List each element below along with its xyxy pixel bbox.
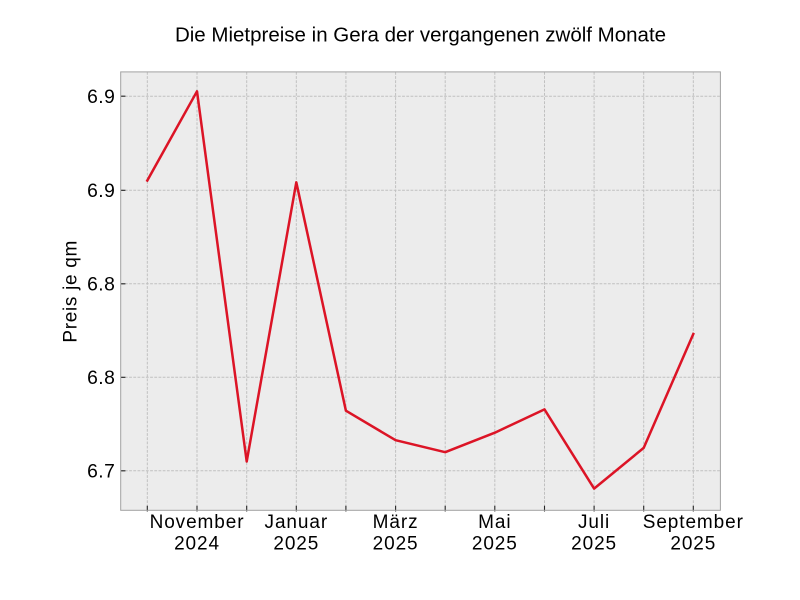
svg-text:6.9: 6.9 bbox=[87, 87, 115, 108]
svg-text:Januar: Januar bbox=[265, 512, 329, 533]
svg-text:2025: 2025 bbox=[571, 534, 617, 555]
svg-text:6.9: 6.9 bbox=[87, 181, 115, 202]
svg-text:2024: 2024 bbox=[174, 534, 220, 555]
svg-text:2025: 2025 bbox=[273, 534, 319, 555]
svg-text:6.7: 6.7 bbox=[87, 461, 115, 482]
svg-text:September: September bbox=[643, 512, 744, 533]
svg-text:2025: 2025 bbox=[373, 534, 419, 555]
svg-text:6.8: 6.8 bbox=[87, 368, 115, 389]
svg-text:2025: 2025 bbox=[472, 534, 518, 555]
svg-text:März: März bbox=[373, 512, 419, 533]
svg-text:2025: 2025 bbox=[670, 534, 716, 555]
svg-text:Mai: Mai bbox=[478, 512, 511, 533]
svg-text:Die Mietpreise in Gera der ver: Die Mietpreise in Gera der vergangenen z… bbox=[175, 24, 666, 47]
svg-text:November: November bbox=[150, 512, 245, 533]
svg-text:Preis je qm: Preis je qm bbox=[60, 240, 81, 343]
svg-text:6.8: 6.8 bbox=[87, 274, 115, 295]
svg-text:Juli: Juli bbox=[578, 512, 610, 533]
